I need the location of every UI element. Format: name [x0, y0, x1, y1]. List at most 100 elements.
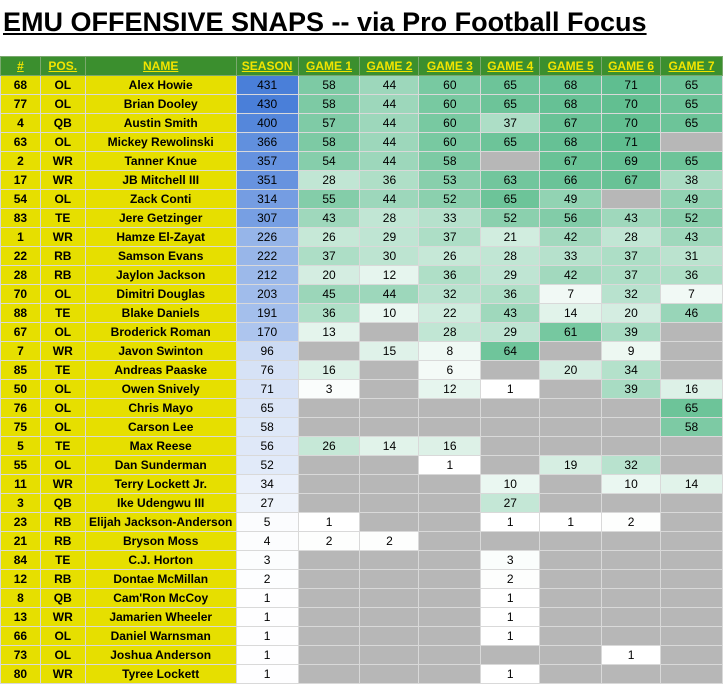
- game-7-cell-empty[interactable]: [660, 607, 723, 627]
- position-cell[interactable]: RB: [39, 265, 86, 285]
- game-5-cell[interactable]: 33: [539, 246, 603, 266]
- game-3-cell[interactable]: 53: [418, 170, 482, 190]
- game-4-cell[interactable]: 65: [480, 132, 541, 152]
- game-2-cell-empty[interactable]: [359, 398, 420, 418]
- game-1-cell[interactable]: 16: [297, 360, 361, 380]
- player-name-cell[interactable]: C.J. Horton: [84, 550, 237, 570]
- game-7-cell-empty[interactable]: [660, 588, 723, 608]
- game-5-cell-empty[interactable]: [539, 550, 603, 570]
- game-3-cell[interactable]: 60: [418, 94, 482, 114]
- game-6-cell-empty[interactable]: [601, 189, 662, 209]
- season-total-cell[interactable]: 191: [235, 303, 299, 323]
- header-game-2[interactable]: GAME 2: [359, 56, 420, 76]
- position-cell[interactable]: OL: [39, 322, 86, 342]
- game-4-cell[interactable]: 27: [480, 493, 541, 513]
- game-5-cell[interactable]: 66: [539, 170, 603, 190]
- game-7-cell-empty[interactable]: [660, 493, 723, 513]
- game-1-cell-empty[interactable]: [297, 398, 361, 418]
- jersey-number-cell[interactable]: 2: [0, 151, 41, 171]
- game-5-cell-empty[interactable]: [539, 379, 603, 399]
- game-4-cell-empty[interactable]: [480, 417, 541, 437]
- game-7-cell[interactable]: 46: [660, 303, 723, 323]
- season-total-cell[interactable]: 222: [235, 246, 299, 266]
- season-total-cell[interactable]: 71: [235, 379, 299, 399]
- game-4-cell[interactable]: 64: [480, 341, 541, 361]
- header-game-7[interactable]: GAME 7: [660, 56, 723, 76]
- season-total-cell[interactable]: 430: [235, 94, 299, 114]
- game-6-cell-empty[interactable]: [601, 607, 662, 627]
- season-total-cell[interactable]: 1: [235, 607, 299, 627]
- game-2-cell[interactable]: 10: [359, 303, 420, 323]
- game-7-cell-empty[interactable]: [660, 341, 723, 361]
- jersey-number-cell[interactable]: 66: [0, 626, 41, 646]
- game-7-cell[interactable]: 38: [660, 170, 723, 190]
- game-6-cell[interactable]: 28: [601, 227, 662, 247]
- game-6-cell[interactable]: 70: [601, 113, 662, 133]
- player-name-cell[interactable]: Dontae McMillan: [84, 569, 237, 589]
- player-name-cell[interactable]: Blake Daniels: [84, 303, 237, 323]
- player-name-cell[interactable]: Dimitri Douglas: [84, 284, 237, 304]
- game-2-cell-empty[interactable]: [359, 607, 420, 627]
- player-name-cell[interactable]: Elijah Jackson-Anderson: [84, 512, 237, 532]
- player-name-cell[interactable]: Bryson Moss: [84, 531, 237, 551]
- position-cell[interactable]: TE: [39, 436, 86, 456]
- game-6-cell[interactable]: 71: [601, 75, 662, 95]
- season-total-cell[interactable]: 366: [235, 132, 299, 152]
- game-6-cell-empty[interactable]: [601, 493, 662, 513]
- position-cell[interactable]: WR: [39, 170, 86, 190]
- game-3-cell-empty[interactable]: [418, 645, 482, 665]
- game-5-cell[interactable]: 7: [539, 284, 603, 304]
- game-3-cell[interactable]: 37: [418, 227, 482, 247]
- season-total-cell[interactable]: 4: [235, 531, 299, 551]
- game-2-cell-empty[interactable]: [359, 360, 420, 380]
- game-5-cell-empty[interactable]: [539, 607, 603, 627]
- game-4-cell[interactable]: 1: [480, 379, 541, 399]
- header-number[interactable]: #: [0, 56, 41, 76]
- game-2-cell[interactable]: 29: [359, 227, 420, 247]
- game-1-cell-empty[interactable]: [297, 550, 361, 570]
- game-2-cell-empty[interactable]: [359, 645, 420, 665]
- game-6-cell[interactable]: 69: [601, 151, 662, 171]
- game-7-cell[interactable]: 14: [660, 474, 723, 494]
- game-3-cell-empty[interactable]: [418, 588, 482, 608]
- game-7-cell-empty[interactable]: [660, 626, 723, 646]
- player-name-cell[interactable]: Max Reese: [84, 436, 237, 456]
- game-6-cell-empty[interactable]: [601, 588, 662, 608]
- player-name-cell[interactable]: Andreas Paaske: [84, 360, 237, 380]
- game-1-cell[interactable]: 28: [297, 170, 361, 190]
- game-5-cell[interactable]: 19: [539, 455, 603, 475]
- jersey-number-cell[interactable]: 55: [0, 455, 41, 475]
- game-6-cell-empty[interactable]: [601, 436, 662, 456]
- game-5-cell[interactable]: 67: [539, 113, 603, 133]
- game-5-cell-empty[interactable]: [539, 493, 603, 513]
- game-4-cell[interactable]: 28: [480, 246, 541, 266]
- game-5-cell-empty[interactable]: [539, 417, 603, 437]
- player-name-cell[interactable]: Carson Lee: [84, 417, 237, 437]
- game-3-cell[interactable]: 36: [418, 265, 482, 285]
- game-1-cell-empty[interactable]: [297, 455, 361, 475]
- game-1-cell[interactable]: 58: [297, 94, 361, 114]
- season-total-cell[interactable]: 3: [235, 550, 299, 570]
- player-name-cell[interactable]: Javon Swinton: [84, 341, 237, 361]
- game-3-cell[interactable]: 60: [418, 132, 482, 152]
- player-name-cell[interactable]: Alex Howie: [84, 75, 237, 95]
- position-cell[interactable]: WR: [39, 341, 86, 361]
- game-6-cell[interactable]: 39: [601, 379, 662, 399]
- game-7-cell[interactable]: 65: [660, 113, 723, 133]
- game-1-cell[interactable]: 45: [297, 284, 361, 304]
- position-cell[interactable]: TE: [39, 550, 86, 570]
- jersey-number-cell[interactable]: 28: [0, 265, 41, 285]
- jersey-number-cell[interactable]: 3: [0, 493, 41, 513]
- game-2-cell-empty[interactable]: [359, 379, 420, 399]
- game-7-cell[interactable]: 16: [660, 379, 723, 399]
- game-6-cell[interactable]: 39: [601, 322, 662, 342]
- game-7-cell[interactable]: 52: [660, 208, 723, 228]
- game-3-cell-empty[interactable]: [418, 626, 482, 646]
- position-cell[interactable]: WR: [39, 227, 86, 247]
- game-5-cell[interactable]: 1: [539, 512, 603, 532]
- game-5-cell-empty[interactable]: [539, 588, 603, 608]
- game-5-cell-empty[interactable]: [539, 474, 603, 494]
- game-4-cell[interactable]: 52: [480, 208, 541, 228]
- player-name-cell[interactable]: Samson Evans: [84, 246, 237, 266]
- game-4-cell-empty[interactable]: [480, 531, 541, 551]
